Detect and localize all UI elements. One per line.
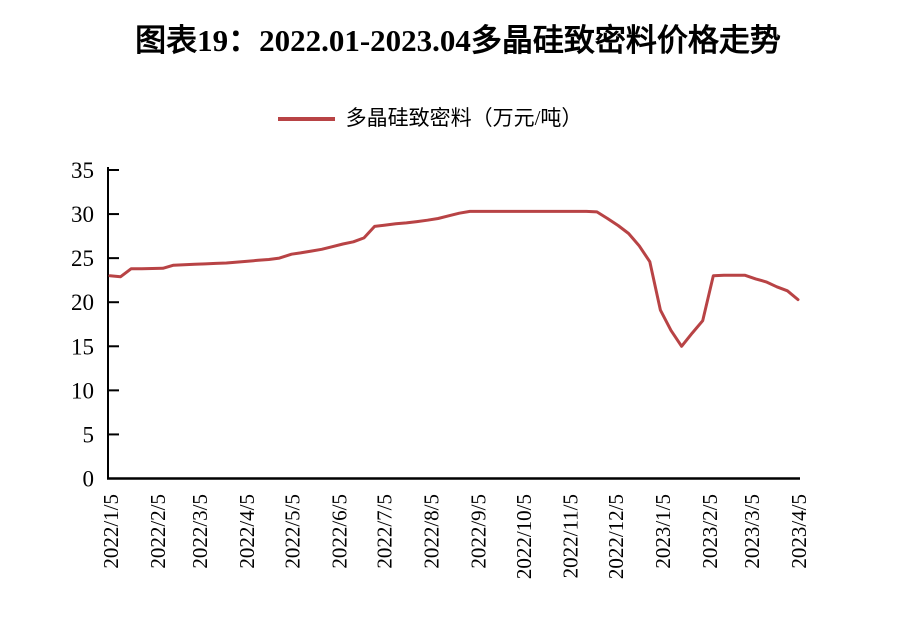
- y-tick-label: 20: [71, 290, 94, 315]
- y-tick-label: 35: [71, 158, 94, 183]
- x-tick-label: 2022/6/5: [327, 494, 351, 569]
- legend-label: 多晶硅致密料（万元/吨）: [345, 106, 583, 130]
- x-tick-label: 2023/3/5: [740, 494, 764, 569]
- x-tick-label: 2023/1/5: [651, 494, 675, 569]
- x-tick-label: 2022/8/5: [420, 494, 444, 569]
- x-tick-label: 2022/12/5: [604, 494, 628, 579]
- x-tick-label: 2022/7/5: [373, 494, 397, 569]
- y-tick-label: 15: [71, 334, 94, 359]
- x-tick-label: 2022/9/5: [466, 494, 490, 569]
- y-axis: 0 5 10 15 20 25 30 35: [71, 158, 119, 492]
- x-tick-label: 2022/1/5: [99, 494, 123, 569]
- x-tick-label: 2022/2/5: [146, 494, 170, 569]
- x-tick-label: 2022/11/5: [559, 494, 583, 578]
- x-tick-label: 2023/4/5: [787, 494, 811, 569]
- y-tick-label: 0: [83, 467, 95, 492]
- y-tick-label: 10: [71, 378, 94, 403]
- x-tick-label: 2022/10/5: [512, 494, 536, 579]
- chart-legend: 多晶硅致密料（万元/吨）: [0, 104, 888, 133]
- chart-title: 图表19：2022.01-2023.04多晶硅致密料价格走势: [135, 23, 781, 58]
- series-line: [108, 209, 800, 348]
- x-tick-label: 2022/4/5: [235, 494, 259, 569]
- x-tick-label: 2022/5/5: [280, 494, 304, 569]
- y-tick-label: 5: [83, 422, 95, 447]
- x-tick-label: 2023/2/5: [698, 494, 722, 569]
- legend-line-swatch: [277, 116, 335, 121]
- x-axis: 2022/1/5 2022/2/5 2022/3/5 2022/4/5 2022/5/5…: [99, 477, 811, 579]
- x-tick-label: 2022/3/5: [188, 494, 212, 569]
- y-tick-label: 30: [71, 202, 94, 227]
- y-tick-label: 25: [71, 246, 94, 271]
